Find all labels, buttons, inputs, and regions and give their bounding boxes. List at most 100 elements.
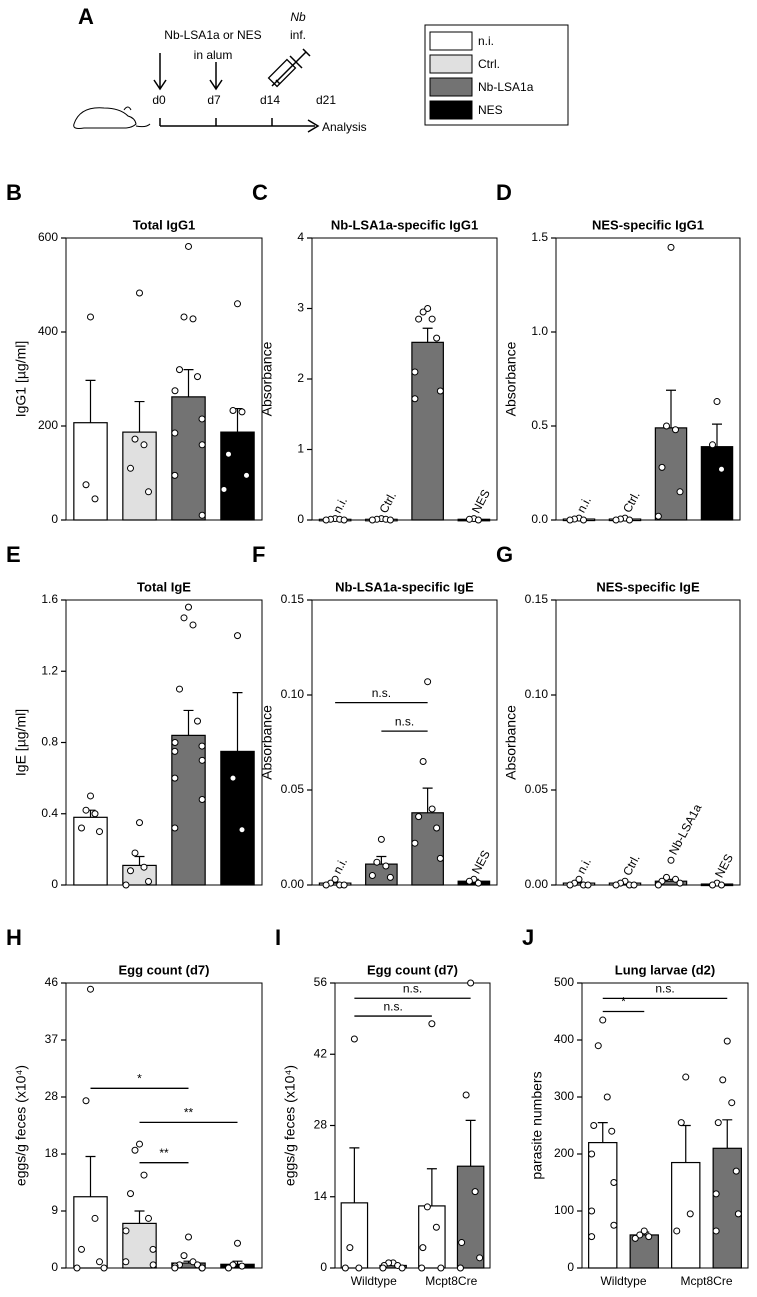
data-point	[718, 465, 725, 473]
error-bar	[712, 423, 722, 447]
error-bar	[183, 709, 194, 736]
data-point	[419, 758, 427, 765]
data-point	[180, 313, 188, 321]
y-tick-label: 500	[554, 975, 574, 989]
data-point	[636, 1231, 644, 1239]
data-point	[131, 1146, 139, 1154]
data-point	[465, 877, 473, 885]
data-point	[580, 516, 587, 524]
data-point	[171, 774, 179, 782]
chart-title: Egg count (d7)	[367, 962, 458, 977]
bar-label: n.i.	[330, 495, 350, 516]
bar-label: Nb-LSA1a	[666, 801, 705, 857]
y-tick-label: 0.0	[531, 512, 548, 526]
legend-swatch	[429, 100, 473, 120]
error-bar	[376, 855, 387, 865]
significance-label: **	[184, 1106, 194, 1120]
bar	[122, 431, 157, 521]
syringe	[271, 48, 311, 87]
data-point	[728, 1099, 736, 1107]
data-point	[712, 1190, 720, 1198]
data-point	[185, 603, 192, 611]
y-axis-label: Absorbance	[259, 705, 275, 780]
data-point	[127, 867, 134, 875]
data-point	[734, 1210, 742, 1218]
y-tick-label: 1	[297, 442, 304, 456]
data-point	[140, 441, 148, 449]
legend-label: n.i.	[478, 34, 494, 48]
bar-label: Ctrl.	[620, 489, 643, 515]
data-point	[474, 879, 482, 887]
data-point	[171, 747, 179, 755]
data-point	[185, 242, 192, 250]
data-point	[194, 717, 201, 725]
bar	[456, 1165, 485, 1269]
panel-letter: I	[275, 925, 281, 950]
panel-letter: G	[496, 542, 513, 567]
data-point	[243, 471, 250, 479]
data-point	[626, 516, 633, 524]
x-group-label: Mcpt8Cre	[425, 1274, 477, 1288]
schematic-text: Nb-LSA1a or NES	[164, 28, 261, 42]
data-point	[341, 1264, 349, 1272]
data-point	[658, 463, 666, 471]
data-point	[176, 685, 183, 693]
panel-letter: C	[252, 180, 268, 205]
y-tick-label: 0	[51, 512, 58, 526]
data-point	[229, 774, 237, 782]
y-tick-label: 0.5	[531, 418, 548, 432]
data-point	[676, 879, 684, 887]
data-point	[373, 858, 381, 866]
y-tick-label: 0.05	[525, 782, 549, 796]
data-point	[149, 1245, 157, 1253]
data-point	[87, 985, 94, 993]
data-point	[467, 979, 475, 987]
data-point	[171, 429, 179, 437]
y-tick-label: 18	[45, 1146, 59, 1160]
bar	[73, 1196, 108, 1269]
data-point	[673, 1227, 681, 1235]
data-point	[566, 516, 574, 524]
error-bar	[134, 1210, 145, 1224]
bar	[712, 1147, 742, 1269]
y-tick-label: 200	[554, 1146, 574, 1160]
significance-label: n.s.	[383, 999, 402, 1013]
day-label: d21	[316, 93, 336, 107]
y-tick-label: 46	[45, 975, 59, 989]
data-point	[171, 387, 179, 395]
bar	[411, 812, 444, 886]
data-point	[471, 1188, 479, 1196]
bar	[418, 1205, 446, 1269]
y-axis-label: Absorbance	[259, 341, 275, 416]
y-tick-label: 400	[554, 1032, 574, 1046]
y-tick-label: 0.15	[281, 592, 305, 606]
mouse	[73, 106, 151, 129]
data-point	[584, 881, 592, 889]
error-bar	[680, 1124, 691, 1163]
data-point	[386, 516, 394, 524]
data-point	[346, 1244, 354, 1252]
data-point	[379, 1264, 387, 1272]
y-tick-label: 1.5	[531, 230, 548, 244]
data-point	[732, 1167, 740, 1175]
data-point	[575, 875, 583, 883]
y-tick-label: 28	[45, 1089, 59, 1103]
data-point	[386, 873, 394, 881]
y-axis-label: IgG1 [µg/ml]	[13, 341, 29, 418]
error-bar	[349, 1147, 360, 1203]
legend-label: Ctrl.	[478, 57, 500, 71]
data-point	[608, 1127, 616, 1135]
y-tick-label: 1.2	[41, 663, 58, 677]
y-tick-label: 600	[38, 230, 58, 244]
y-tick-label: 37	[45, 1032, 59, 1046]
data-point	[603, 1093, 611, 1101]
data-point	[145, 488, 152, 496]
y-tick-label: 400	[38, 324, 58, 338]
syringe-body	[267, 58, 297, 88]
data-point	[145, 877, 152, 885]
y-tick-label: 0.4	[41, 806, 58, 820]
data-point	[458, 1239, 466, 1247]
error-bar	[232, 692, 243, 752]
y-tick-label: 100	[554, 1203, 574, 1217]
error-bar	[722, 1119, 733, 1149]
